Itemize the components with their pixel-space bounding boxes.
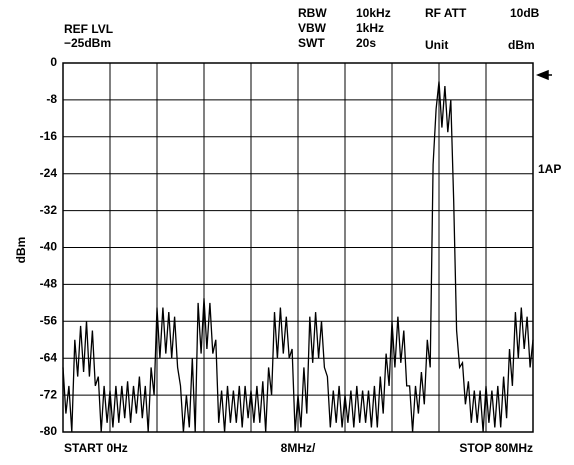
y-tick-label: -64 xyxy=(40,350,58,364)
trace xyxy=(62,81,534,433)
ref-level-label: REF LVL xyxy=(64,22,113,36)
x-div-label: 8MHz/ xyxy=(281,441,316,455)
unit: dBm xyxy=(508,38,535,52)
y-tick-label: -16 xyxy=(40,129,58,143)
setting-label: RBW xyxy=(298,6,327,20)
trace-label: 1AP xyxy=(538,162,561,176)
y-tick-label: -32 xyxy=(40,203,58,217)
y-tick-label: 0 xyxy=(50,55,57,69)
unit-label: Unit xyxy=(425,38,448,52)
plot-frame xyxy=(62,62,534,433)
y-axis-label: dBm xyxy=(14,237,28,264)
y-tick-label: -8 xyxy=(46,92,57,106)
rf-att: 10dB xyxy=(510,6,540,20)
setting-value: 1kHz xyxy=(356,21,384,35)
y-tick-label: -48 xyxy=(40,277,58,291)
setting-label: VBW xyxy=(298,21,327,35)
y-tick-label: -80 xyxy=(40,424,58,438)
y-tick-label: -24 xyxy=(40,166,58,180)
setting-label: SWT xyxy=(298,36,325,50)
setting-value: 10kHz xyxy=(356,6,391,20)
y-tick-label: -72 xyxy=(40,387,58,401)
x-stop-label: STOP 80MHz xyxy=(459,441,533,455)
setting-value: 20s xyxy=(356,36,376,50)
ref-level: −25dBm xyxy=(64,36,111,50)
ref-marker xyxy=(535,69,552,81)
x-start-label: START 0Hz xyxy=(64,441,128,455)
y-tick-label: -56 xyxy=(40,313,58,327)
rf-att-label: RF ATT xyxy=(425,6,467,20)
y-tick-label: -40 xyxy=(40,240,58,254)
